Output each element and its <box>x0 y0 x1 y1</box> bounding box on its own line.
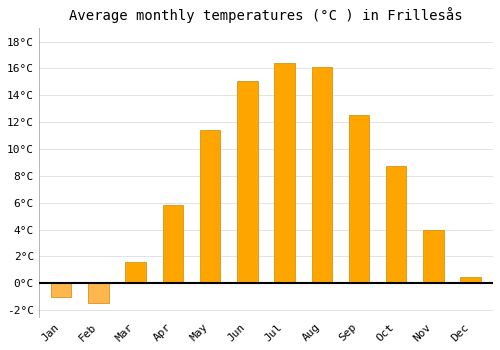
Bar <box>162 205 183 283</box>
Bar <box>274 63 295 283</box>
Bar <box>312 67 332 283</box>
Bar <box>423 230 444 283</box>
Bar <box>200 130 220 283</box>
Bar <box>237 80 258 283</box>
Bar <box>460 276 481 283</box>
Bar <box>126 262 146 283</box>
Bar <box>51 283 72 297</box>
Bar <box>349 116 370 283</box>
Bar <box>88 283 108 303</box>
Title: Average monthly temperatures (°C ) in Frillesås: Average monthly temperatures (°C ) in Fr… <box>69 7 462 23</box>
Bar <box>386 167 406 283</box>
